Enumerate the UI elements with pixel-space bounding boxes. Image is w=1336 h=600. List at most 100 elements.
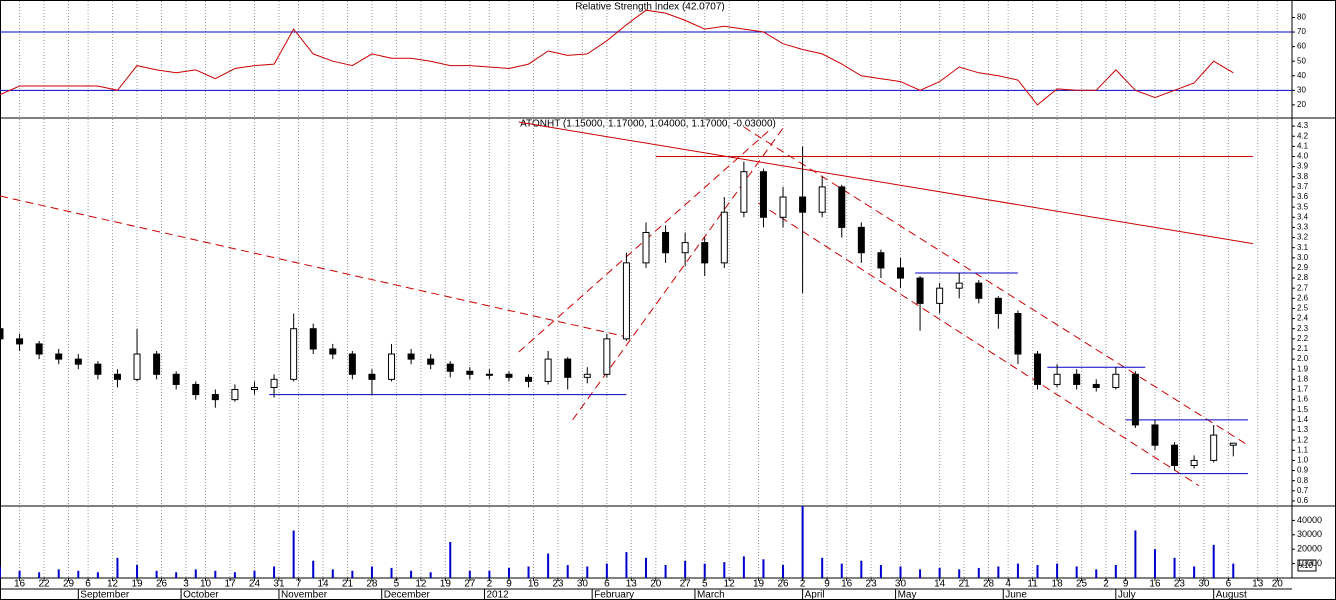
x-tick-label: 20 bbox=[1272, 579, 1284, 590]
volume-bar bbox=[703, 563, 706, 578]
candle-body bbox=[857, 226, 865, 254]
volume-bar bbox=[977, 567, 980, 578]
x-tick-label: 28 bbox=[983, 579, 995, 590]
candle-body bbox=[270, 378, 278, 388]
x-tick-label: 2 bbox=[800, 579, 806, 590]
volume-bar bbox=[449, 542, 452, 578]
volume-bar bbox=[1134, 530, 1137, 578]
y-tick-label: 30 bbox=[1297, 85, 1306, 94]
y-tick-label: 2.1 bbox=[1297, 344, 1309, 353]
month-label: February bbox=[594, 590, 634, 600]
candle-body bbox=[1229, 442, 1237, 446]
y-tick-label: 4.0 bbox=[1297, 152, 1309, 161]
x-tick-label: 14 bbox=[317, 579, 329, 590]
y-tick-label: 30000 bbox=[1297, 529, 1322, 539]
y-tick-label: 3.6 bbox=[1297, 192, 1309, 201]
candle-body bbox=[799, 196, 807, 213]
volume-bar bbox=[1016, 563, 1019, 578]
month-label: September bbox=[80, 590, 130, 600]
volume-unit: x10 bbox=[1300, 561, 1313, 570]
candle-body bbox=[16, 338, 24, 345]
x-tick-label: 5 bbox=[702, 579, 708, 590]
x-tick-label: 24 bbox=[249, 579, 261, 590]
candle-body bbox=[153, 353, 161, 375]
x-tick-label: 3 bbox=[183, 579, 189, 590]
trendline bbox=[743, 126, 1249, 446]
candle-body bbox=[329, 348, 337, 355]
x-tick-label: 17 bbox=[224, 579, 236, 590]
volume-bar bbox=[919, 569, 922, 578]
x-tick-label: 2 bbox=[1103, 579, 1109, 590]
x-tick-label: 26 bbox=[777, 579, 789, 590]
volume-bar bbox=[821, 557, 824, 578]
month-label: May bbox=[898, 590, 917, 600]
volume-bar bbox=[507, 567, 510, 578]
x-tick-label: 9 bbox=[1123, 579, 1129, 590]
y-tick-label: 3.3 bbox=[1297, 223, 1309, 232]
candle-body bbox=[250, 386, 258, 390]
x-tick-label: 9 bbox=[824, 579, 830, 590]
x-tick-label: 19 bbox=[131, 579, 143, 590]
x-tick-label: 22 bbox=[38, 579, 50, 590]
volume-bar bbox=[0, 566, 1, 578]
y-tick-label: 0.8 bbox=[1297, 476, 1309, 485]
x-tick-label: 16 bbox=[1149, 579, 1161, 590]
trendline bbox=[758, 202, 1200, 487]
volume-bar bbox=[214, 570, 217, 578]
volume-bar bbox=[175, 572, 178, 578]
candle-body bbox=[348, 353, 356, 375]
x-tick-label: 11 bbox=[1027, 579, 1038, 590]
x-tick-label: 29 bbox=[63, 579, 75, 590]
volume-bar bbox=[312, 560, 315, 578]
candle-body bbox=[290, 328, 298, 380]
y-tick-label: 80 bbox=[1297, 13, 1306, 22]
y-tick-label: 1.5 bbox=[1297, 405, 1309, 414]
candle-body bbox=[1131, 373, 1139, 426]
volume-bar bbox=[547, 553, 550, 578]
y-tick-label: 2.3 bbox=[1297, 324, 1309, 333]
candle-body bbox=[544, 358, 552, 382]
candle-body bbox=[779, 196, 787, 218]
x-tick-label: 20 bbox=[650, 579, 662, 590]
candle-body bbox=[955, 282, 963, 289]
volume-bar bbox=[684, 560, 687, 578]
candle-body bbox=[916, 277, 924, 304]
volume-bar bbox=[1212, 544, 1215, 578]
x-tick-label: 14 bbox=[934, 579, 946, 590]
volume-bar bbox=[488, 570, 491, 578]
month-label: December bbox=[384, 590, 431, 600]
candle-body bbox=[55, 353, 63, 360]
volume-bar bbox=[155, 570, 158, 578]
volume-bar bbox=[1075, 566, 1078, 578]
rsi-title: Relative Strength Index (42.0707) bbox=[575, 2, 725, 13]
candle-body bbox=[877, 252, 885, 269]
candle-body bbox=[427, 358, 435, 365]
candle-body bbox=[720, 211, 728, 264]
x-tick-label: 6 bbox=[1226, 579, 1232, 590]
x-tick-label: 30 bbox=[577, 579, 589, 590]
volume-bar bbox=[410, 570, 413, 578]
month-label: July bbox=[1118, 590, 1136, 600]
x-tick-label: 30 bbox=[1198, 579, 1210, 590]
volume-bar bbox=[370, 566, 373, 578]
x-tick-label: 2 bbox=[487, 579, 493, 590]
volume-bar bbox=[1173, 557, 1176, 578]
candle-body bbox=[583, 373, 591, 378]
candle-body bbox=[211, 394, 219, 401]
y-tick-label: 2.5 bbox=[1297, 304, 1309, 313]
x-tick-label: 31 bbox=[273, 579, 285, 590]
candle-body bbox=[622, 262, 630, 340]
y-tick-label: 2.4 bbox=[1297, 314, 1309, 323]
y-tick-label: 1.9 bbox=[1297, 364, 1309, 373]
y-tick-label: 2.2 bbox=[1297, 334, 1309, 343]
month-label: June bbox=[1005, 590, 1027, 600]
volume-bar bbox=[625, 552, 628, 578]
candle-body bbox=[818, 186, 826, 213]
y-tick-label: 1.7 bbox=[1297, 385, 1309, 394]
volume-bar bbox=[958, 569, 961, 578]
volume-bar bbox=[938, 567, 941, 578]
x-tick-label: 16 bbox=[841, 579, 853, 590]
month-label: April bbox=[805, 590, 825, 600]
x-tick-label: 6 bbox=[604, 579, 610, 590]
candle-body bbox=[1171, 444, 1179, 466]
